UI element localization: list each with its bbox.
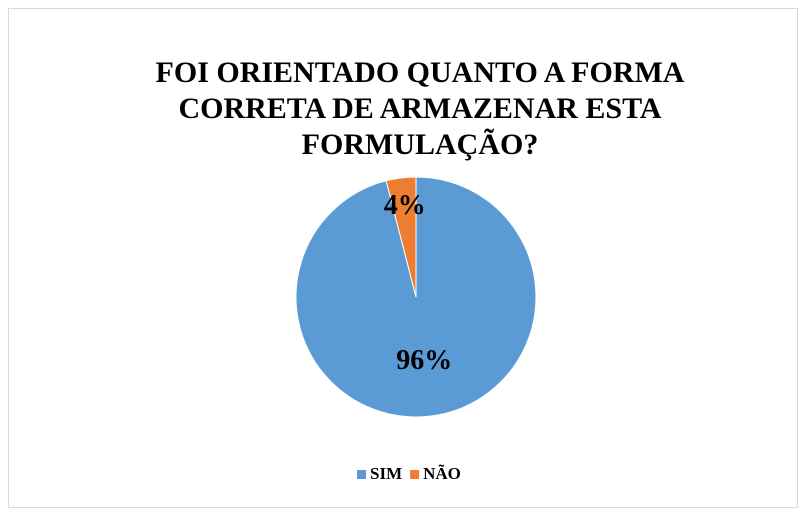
pie-slice <box>385 176 417 298</box>
legend-swatch <box>357 470 366 479</box>
data-label: 96% <box>396 345 452 376</box>
data-label: 4% <box>384 190 426 221</box>
legend-label: NÃO <box>423 464 461 483</box>
chart-title: FOI ORIENTADO QUANTO A FORMA CORRETA DE … <box>155 56 685 161</box>
legend-swatch <box>410 470 420 479</box>
legend-label: SIM <box>370 464 402 483</box>
